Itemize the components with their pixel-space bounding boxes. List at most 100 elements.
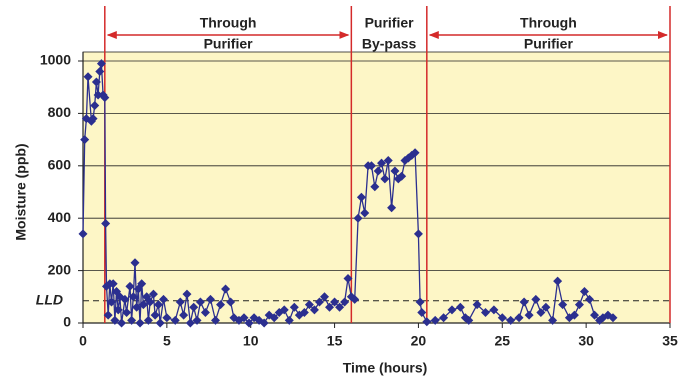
data-point bbox=[130, 258, 140, 268]
data-point bbox=[108, 279, 118, 289]
data-point bbox=[239, 313, 249, 323]
data-point bbox=[88, 114, 98, 124]
data-point bbox=[195, 297, 205, 307]
data-point bbox=[95, 66, 105, 76]
data-point bbox=[353, 213, 363, 223]
data-point bbox=[380, 174, 390, 184]
data-point bbox=[489, 305, 499, 315]
data-point bbox=[506, 315, 516, 325]
data-point bbox=[221, 284, 231, 294]
data-point bbox=[397, 171, 407, 181]
data-point bbox=[590, 310, 600, 320]
data-point bbox=[78, 229, 88, 239]
y-tick-label: 0 bbox=[63, 314, 71, 330]
data-point bbox=[299, 308, 309, 318]
lld-label: LLD bbox=[36, 291, 63, 307]
data-point bbox=[574, 300, 584, 310]
data-point bbox=[120, 294, 130, 304]
data-point bbox=[584, 294, 594, 304]
data-point bbox=[314, 297, 324, 307]
y-tick-label: 400 bbox=[48, 209, 72, 225]
region-label: By-pass bbox=[362, 36, 417, 52]
data-point bbox=[455, 302, 465, 312]
x-tick-label: 0 bbox=[79, 333, 87, 349]
data-point bbox=[370, 182, 380, 192]
region-label: Through bbox=[520, 15, 577, 31]
data-point bbox=[145, 297, 155, 307]
x-tick-label: 20 bbox=[411, 333, 427, 349]
data-point bbox=[179, 310, 189, 320]
data-point bbox=[330, 297, 340, 307]
data-point bbox=[182, 289, 192, 299]
y-axis-label: Moisture (ppb) bbox=[13, 143, 29, 240]
region-label: Purifier bbox=[365, 15, 415, 31]
x-axis-label: Time (hours) bbox=[343, 360, 428, 376]
data-point bbox=[122, 308, 132, 318]
data-point bbox=[553, 276, 563, 286]
data-point bbox=[244, 318, 254, 328]
data-point bbox=[356, 192, 366, 202]
x-tick-label: 25 bbox=[494, 333, 510, 349]
data-point bbox=[162, 313, 172, 323]
data-point bbox=[413, 229, 423, 239]
data-point bbox=[548, 315, 558, 325]
data-point bbox=[439, 313, 449, 323]
data-point bbox=[91, 77, 101, 87]
data-point bbox=[200, 308, 210, 318]
data-point bbox=[340, 297, 350, 307]
data-point bbox=[101, 218, 111, 228]
data-point bbox=[103, 310, 113, 320]
data-point bbox=[377, 158, 387, 168]
data-point bbox=[383, 156, 393, 166]
x-tick-label: 10 bbox=[243, 333, 259, 349]
y-tick-label: 800 bbox=[48, 104, 72, 120]
data-point bbox=[558, 300, 568, 310]
y-tick-label: 1000 bbox=[40, 52, 71, 68]
data-point bbox=[148, 289, 158, 299]
data-point bbox=[138, 300, 148, 310]
data-point bbox=[107, 297, 117, 307]
data-point bbox=[143, 315, 153, 325]
data-point bbox=[170, 315, 180, 325]
data-point bbox=[289, 302, 299, 312]
data-point bbox=[481, 308, 491, 318]
data-point bbox=[135, 318, 145, 328]
data-point bbox=[96, 59, 106, 69]
data-point bbox=[309, 305, 319, 315]
data-point bbox=[422, 317, 432, 327]
region-label: Purifier bbox=[204, 36, 254, 52]
data-point bbox=[279, 305, 289, 315]
data-point bbox=[117, 318, 127, 328]
data-point bbox=[269, 313, 279, 323]
data-point bbox=[360, 208, 370, 218]
data-point bbox=[608, 313, 618, 323]
data-point bbox=[192, 315, 202, 325]
data-point bbox=[205, 294, 215, 304]
data-point bbox=[189, 302, 199, 312]
x-tick-label: 35 bbox=[662, 333, 678, 349]
data-point bbox=[113, 305, 123, 315]
data-point bbox=[210, 315, 220, 325]
y-tick-label: 600 bbox=[48, 157, 72, 173]
region-label: Purifier bbox=[524, 36, 574, 52]
data-point bbox=[410, 148, 420, 158]
data-point bbox=[579, 287, 589, 297]
data-point bbox=[514, 313, 524, 323]
data-point bbox=[155, 318, 165, 328]
data-point bbox=[159, 294, 169, 304]
data-point bbox=[447, 305, 457, 315]
data-point bbox=[569, 310, 579, 320]
data-point bbox=[100, 93, 110, 103]
data-point bbox=[387, 203, 397, 213]
data-point bbox=[350, 294, 360, 304]
data-point bbox=[150, 310, 160, 320]
data-point bbox=[335, 302, 345, 312]
data-point bbox=[524, 310, 534, 320]
data-point bbox=[175, 297, 185, 307]
data-point bbox=[153, 300, 163, 310]
data-point bbox=[390, 166, 400, 176]
data-point bbox=[536, 308, 546, 318]
data-point bbox=[320, 292, 330, 302]
data-point bbox=[226, 297, 236, 307]
data-point bbox=[83, 72, 93, 82]
